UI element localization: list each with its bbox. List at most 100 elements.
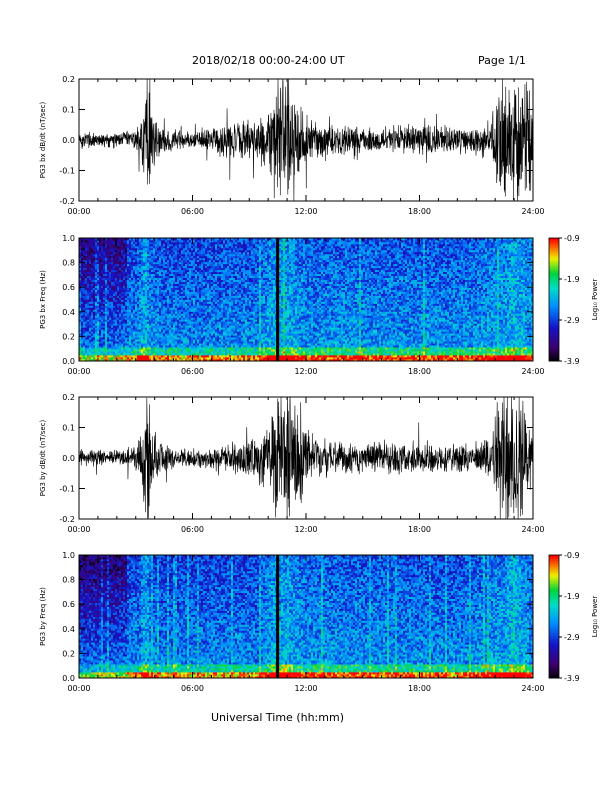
colorbar-segment [549,651,559,654]
colorbar-segment [549,610,559,613]
data-gap-1 [276,238,280,361]
colorbar-segment [549,283,559,286]
x-tick-label-2-2: 12:00 [294,525,317,534]
colorbar-segment [549,276,559,280]
colorbar-tick-label-3-2: -2.9 [564,633,580,642]
x-tick-label-2-0: 00:00 [67,525,90,534]
colorbar-segment [549,285,559,288]
colorbar-segment [549,320,559,323]
colorbar-segment [549,565,559,568]
colorbar-segment [549,596,559,599]
colorbar-segment [549,626,559,630]
x-tick-label-3-2: 12:00 [294,684,317,693]
colorbar-segment [549,336,559,339]
colorbar-segment [549,612,559,615]
y-tick-label-1-1: 0.2 [62,332,75,341]
colorbar-segment [549,604,559,607]
colorbar-segment [549,350,559,354]
colorbar-segment [549,585,559,589]
colorbar-segment [549,618,559,622]
colorbar-segment [549,352,559,356]
x-tick-label-1-2: 12:00 [294,367,317,376]
y-tick-label-0-2: 0.0 [62,136,75,145]
colorbar-segment [549,309,559,313]
y-tick-label-1-4: 0.8 [62,259,75,268]
y-tick-label-2-2: 0.0 [62,454,75,463]
colorbar-segment [549,248,559,251]
colorbar-segment [549,587,559,591]
colorbar-tick-label-1-0: -0.9 [564,234,580,243]
x-axis-title: Universal Time (hh:mm) [211,711,344,724]
colorbar-segment [549,328,559,331]
colorbar-segment [549,334,559,337]
colorbar-segment [549,641,559,644]
colorbar-segment [549,598,559,601]
colorbar-segment [549,315,559,319]
date-range-title: 2018/02/18 00:00-24:00 UT [192,54,345,67]
colorbar-segment [549,272,559,276]
colorbar-segment [549,268,559,272]
signal-trace-0 [79,79,533,201]
colorbar-segment [549,289,559,292]
spectrogram-1 [79,238,534,362]
colorbar-frame-3 [548,554,560,679]
x-tick-label-3-0: 00:00 [67,684,90,693]
colorbar-segment [549,279,559,282]
colorbar-segment [549,260,559,264]
x-tick-label-1-4: 24:00 [521,367,544,376]
colorbar-segment [549,293,559,296]
colorbar-segment [549,663,559,667]
colorbar-segment [549,669,559,673]
y-tick-label-0-4: 0.2 [62,75,75,84]
colorbar-segment [549,258,559,262]
colorbar-segment [549,326,559,329]
colorbar-segment [549,571,559,574]
colorbar-segment [549,661,559,665]
colorbar-segment [549,602,559,605]
colorbar-segment [549,311,559,315]
colorbar-segment [549,264,559,268]
colorbar-segment [549,356,559,360]
colorbar-segment [549,299,559,303]
x-tick-label-1-0: 00:00 [67,367,90,376]
colorbar-segment [549,322,559,325]
y-axis-label-3: PG3 by Freq (Hz) [39,587,47,646]
colorbar-segment [549,307,559,311]
colorbar-segment [549,628,559,632]
colorbar-segment [549,254,559,257]
x-tick-label-3-4: 24:00 [521,684,544,693]
colorbar-segment [549,324,559,327]
colorbar-segment [549,297,559,300]
x-tick-label-0-4: 24:00 [521,207,544,216]
colorbar-segment [549,354,559,358]
x-tick-label-3-3: 18:00 [408,684,431,693]
colorbar-segment [549,630,559,634]
colorbar-segment [549,559,559,562]
colorbar-segment [549,649,559,652]
x-tick-label-0-2: 12:00 [294,207,317,216]
colorbar-tick-label-1-3: -3.9 [564,357,580,366]
y-tick-label-0-1: -0.1 [59,167,75,176]
colorbar-segment [549,338,559,341]
colorbar-segment [549,622,559,626]
colorbar-segment [549,567,559,570]
x-tick-label-2-4: 24:00 [521,525,544,534]
colorbar-segment [549,647,559,650]
x-tick-label-2-1: 06:00 [181,525,204,534]
signal-trace-2 [79,397,533,519]
colorbar-segment [549,250,559,253]
colorbar-segment [549,301,559,305]
y-tick-label-2-4: 0.2 [62,393,75,402]
colorbar-segment [549,305,559,309]
colorbar-segment [549,266,559,270]
spectrogram-3 [79,555,534,679]
colorbar-segment [549,581,559,585]
y-tick-label-3-5: 1.0 [62,551,75,560]
colorbar-segment [549,655,559,658]
colorbar-segment [549,665,559,669]
y-tick-label-3-1: 0.2 [62,649,75,658]
colorbar-segment [549,557,559,560]
y-tick-label-1-5: 1.0 [62,234,75,243]
y-tick-label-2-3: 0.1 [62,424,75,433]
